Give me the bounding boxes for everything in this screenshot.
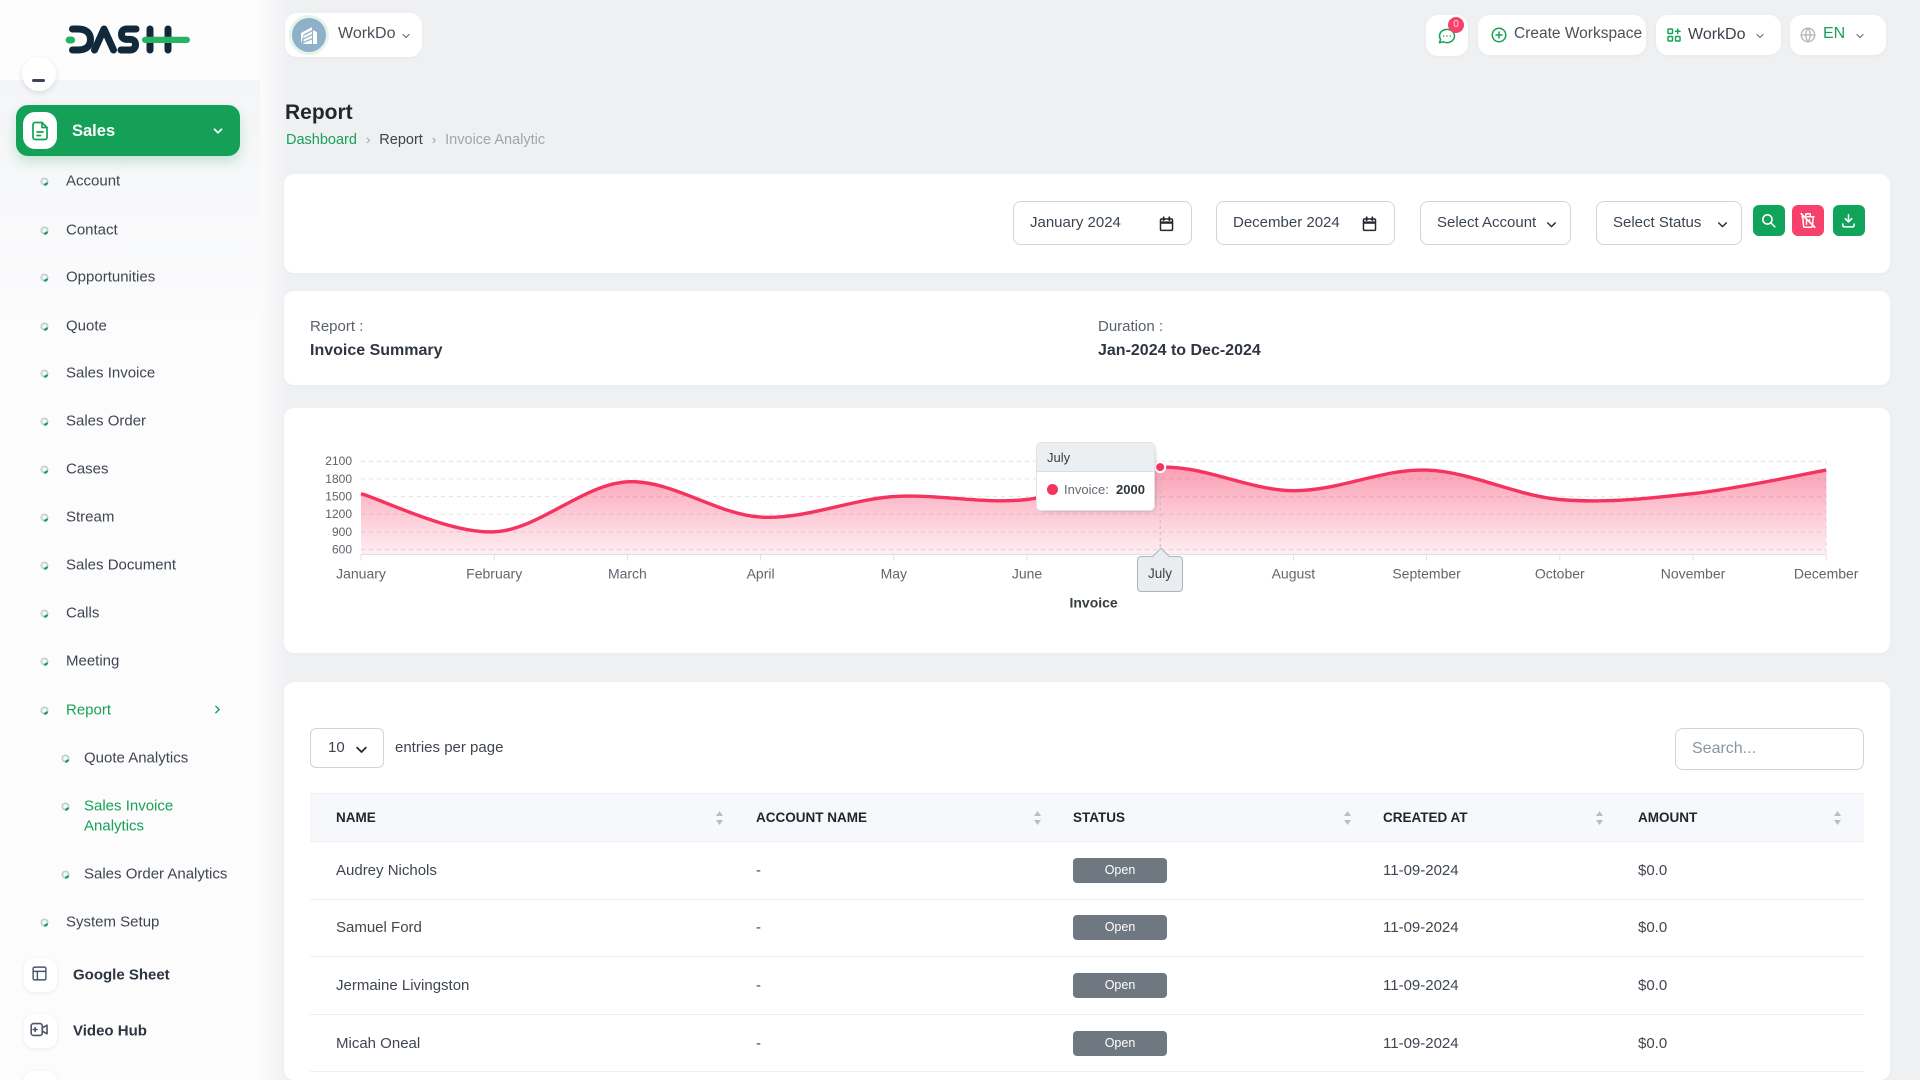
svg-text:1200: 1200	[325, 507, 352, 521]
svg-text:April: April	[747, 566, 775, 582]
svg-text:600: 600	[332, 543, 352, 557]
svg-text:1800: 1800	[325, 472, 352, 486]
svg-text:1500: 1500	[325, 490, 352, 504]
svg-text:August: August	[1272, 566, 1316, 582]
svg-text:January: January	[336, 566, 386, 582]
svg-text:December: December	[1794, 566, 1859, 582]
svg-text:February: February	[466, 566, 522, 582]
svg-text:May: May	[881, 566, 907, 582]
svg-text:March: March	[608, 566, 647, 582]
svg-text:November: November	[1661, 566, 1726, 582]
svg-text:September: September	[1392, 566, 1461, 582]
svg-text:October: October	[1535, 566, 1585, 582]
svg-text:900: 900	[332, 525, 352, 539]
svg-text:Invoice: Invoice	[1069, 595, 1117, 611]
svg-text:June: June	[1012, 566, 1043, 582]
svg-text:2100: 2100	[325, 454, 352, 468]
